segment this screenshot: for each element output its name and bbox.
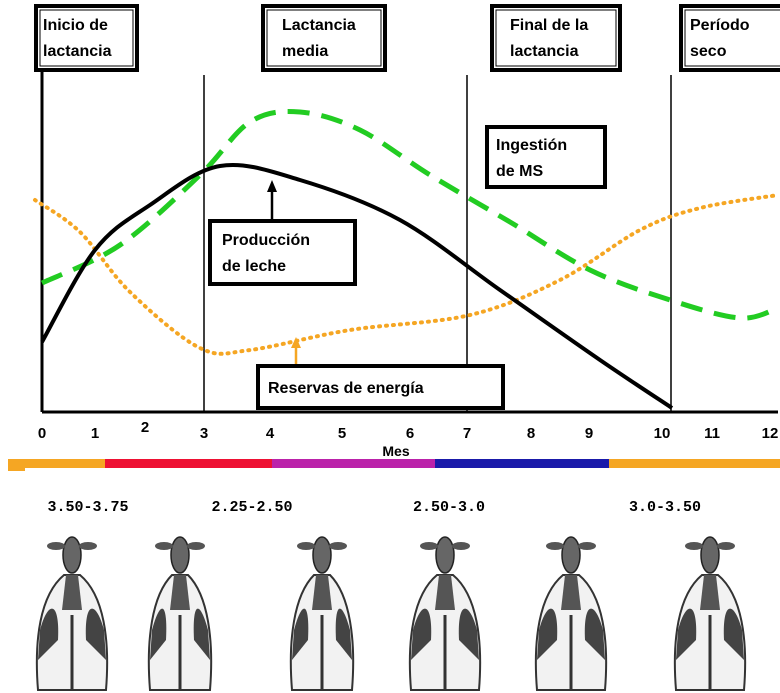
intake-label: Ingestión de MS bbox=[487, 127, 605, 187]
phase-label: Inicio de bbox=[43, 17, 108, 34]
x-tick-label: 6 bbox=[406, 425, 414, 442]
cow-ear bbox=[329, 542, 347, 550]
x-tick-label: 12 bbox=[762, 425, 779, 442]
cow-head bbox=[171, 537, 189, 573]
cow bbox=[675, 537, 745, 690]
cow bbox=[410, 537, 480, 690]
x-tick-label: 10 bbox=[654, 425, 671, 442]
milk-label: Producción de leche bbox=[210, 221, 355, 284]
cow-ear bbox=[452, 542, 470, 550]
cow-ear bbox=[187, 542, 205, 550]
x-tick-label: 3 bbox=[200, 425, 208, 442]
arrowhead bbox=[267, 180, 277, 192]
cow-ear bbox=[47, 542, 65, 550]
label-text: Ingestión bbox=[496, 137, 567, 154]
x-tick-label: 0 bbox=[38, 425, 46, 442]
cow-head bbox=[701, 537, 719, 573]
cow bbox=[37, 537, 107, 690]
phase-label: lactancia bbox=[43, 43, 112, 60]
x-tick-label: 8 bbox=[527, 425, 535, 442]
cow-ear bbox=[546, 542, 564, 550]
cow bbox=[536, 537, 606, 690]
cow-images bbox=[37, 537, 745, 690]
cow-head bbox=[63, 537, 81, 573]
bcs-label: 3.50-3.75 bbox=[47, 499, 128, 516]
label-text: Reservas de energía bbox=[268, 380, 424, 397]
bcs-label: 2.50-3.0 bbox=[413, 499, 485, 516]
x-tick-label: 9 bbox=[585, 425, 593, 442]
phase-box: Final de la lactancia bbox=[492, 6, 620, 70]
cow-head bbox=[562, 537, 580, 573]
phase-box: Lactancia media bbox=[263, 6, 385, 70]
cow-head bbox=[436, 537, 454, 573]
phase-label: Lactancia bbox=[282, 17, 356, 34]
cow-ear bbox=[420, 542, 438, 550]
phase-label: seco bbox=[690, 43, 727, 60]
label-text: de leche bbox=[222, 258, 286, 275]
cow-ear bbox=[155, 542, 173, 550]
cow bbox=[149, 537, 211, 690]
phase-label: Período bbox=[690, 17, 750, 34]
phase-color-bar bbox=[8, 459, 780, 471]
phase-box: Inicio de lactancia bbox=[36, 6, 137, 70]
phase-label: lactancia bbox=[510, 43, 579, 60]
x-tick-label: 11 bbox=[704, 425, 720, 442]
cow-ear bbox=[685, 542, 703, 550]
label-text: de MS bbox=[496, 163, 543, 180]
reserves-label: Reservas de energía bbox=[258, 366, 503, 408]
energy-reserves-curve bbox=[35, 195, 778, 354]
x-tick-label: 1 bbox=[91, 425, 99, 442]
cow-ear bbox=[297, 542, 315, 550]
phase-label: media bbox=[282, 43, 328, 60]
cow bbox=[291, 537, 353, 690]
x-tick-label: 5 bbox=[338, 425, 346, 442]
x-tick-label: 7 bbox=[463, 425, 471, 442]
cow-head bbox=[313, 537, 331, 573]
cow-ear bbox=[578, 542, 596, 550]
phase-label: Final de la bbox=[510, 17, 588, 34]
cow-ear bbox=[717, 542, 735, 550]
label-text: Producción bbox=[222, 232, 310, 249]
bcs-label: 3.0-3.50 bbox=[629, 499, 701, 516]
cow-ear bbox=[79, 542, 97, 550]
x-axis-label: Mes bbox=[382, 443, 409, 459]
x-tick-label: 4 bbox=[266, 425, 275, 442]
phase-box: Período seco bbox=[681, 6, 780, 70]
bcs-label: 2.25-2.50 bbox=[211, 499, 292, 516]
lactation-diagram: Inicio de lactancia Lactancia media Fina… bbox=[0, 0, 780, 693]
dry-matter-intake-curve bbox=[42, 112, 778, 319]
x-tick-label: 2 bbox=[141, 419, 149, 436]
